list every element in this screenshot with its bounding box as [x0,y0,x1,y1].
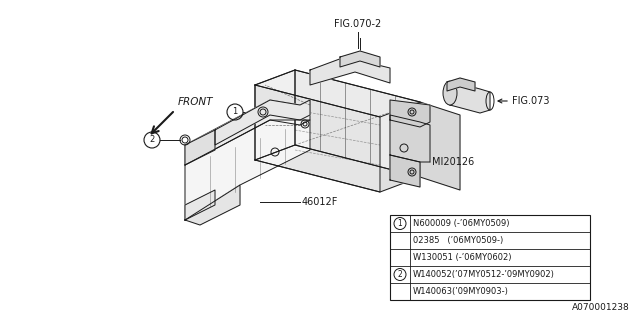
Polygon shape [185,190,215,220]
Polygon shape [340,51,380,67]
Polygon shape [390,115,430,162]
Ellipse shape [443,81,457,105]
Polygon shape [310,57,390,85]
Polygon shape [450,81,490,113]
Polygon shape [390,155,420,187]
Text: FIG.070-2: FIG.070-2 [334,19,381,29]
Polygon shape [185,185,240,225]
Text: 46012F: 46012F [302,197,339,207]
Text: 02385   (’06MY0509-): 02385 (’06MY0509-) [413,236,503,245]
Text: 2: 2 [397,270,403,279]
Polygon shape [255,70,295,160]
Polygon shape [255,70,420,117]
Text: N600009 (-’06MY0509): N600009 (-’06MY0509) [413,219,509,228]
Text: 1: 1 [232,108,237,116]
Text: MI20126: MI20126 [432,157,474,167]
Polygon shape [185,120,310,220]
Text: FIG.073: FIG.073 [512,96,550,106]
Polygon shape [447,78,475,91]
Text: W130051 (-’06MY0602): W130051 (-’06MY0602) [413,253,511,262]
Polygon shape [185,100,310,165]
Bar [390,215,590,300]
Polygon shape [215,100,310,145]
Polygon shape [255,85,380,192]
Text: 1: 1 [397,219,403,228]
Text: A070001238: A070001238 [572,303,630,312]
Polygon shape [295,70,420,177]
Polygon shape [420,102,460,190]
Polygon shape [390,100,430,127]
Text: W140063(’09MY0903-): W140063(’09MY0903-) [413,287,509,296]
Polygon shape [185,130,215,165]
Text: 2: 2 [149,135,155,145]
Text: FRONT: FRONT [178,97,214,107]
Text: W140052(’07MY0512-’09MY0902): W140052(’07MY0512-’09MY0902) [413,270,555,279]
Polygon shape [255,145,420,192]
